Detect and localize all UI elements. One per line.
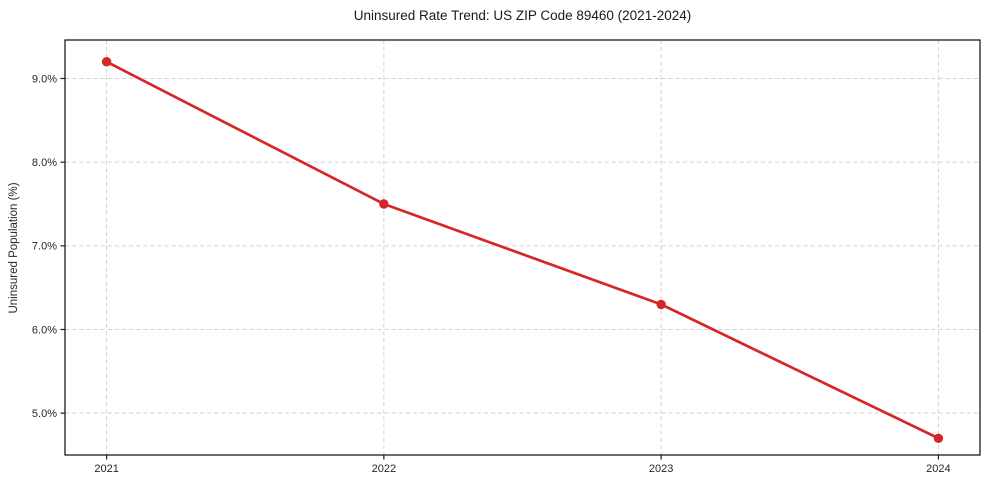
trend-line (105, 60, 940, 440)
y-tick-label: 6.0% (32, 324, 57, 336)
data-point-marker (101, 57, 112, 67)
x-tick-label: 2024 (926, 463, 950, 475)
y-tick-label: 7.0% (32, 241, 57, 253)
x-tick-label: 2022 (372, 463, 396, 475)
x-tick-label: 2021 (94, 463, 118, 475)
y-tick-label: 5.0% (32, 408, 57, 420)
x-tick-label: 2023 (649, 463, 673, 475)
data-point-marker (656, 299, 666, 310)
y-tick-label: 8.0% (32, 157, 57, 169)
data-point-marker (379, 199, 389, 209)
y-tick-label: 9.0% (32, 73, 57, 85)
axes-box (64, 39, 981, 456)
data-point-marker (933, 433, 944, 443)
chart-title: Uninsured Rate Trend: US ZIP Code 89460 … (353, 8, 692, 23)
